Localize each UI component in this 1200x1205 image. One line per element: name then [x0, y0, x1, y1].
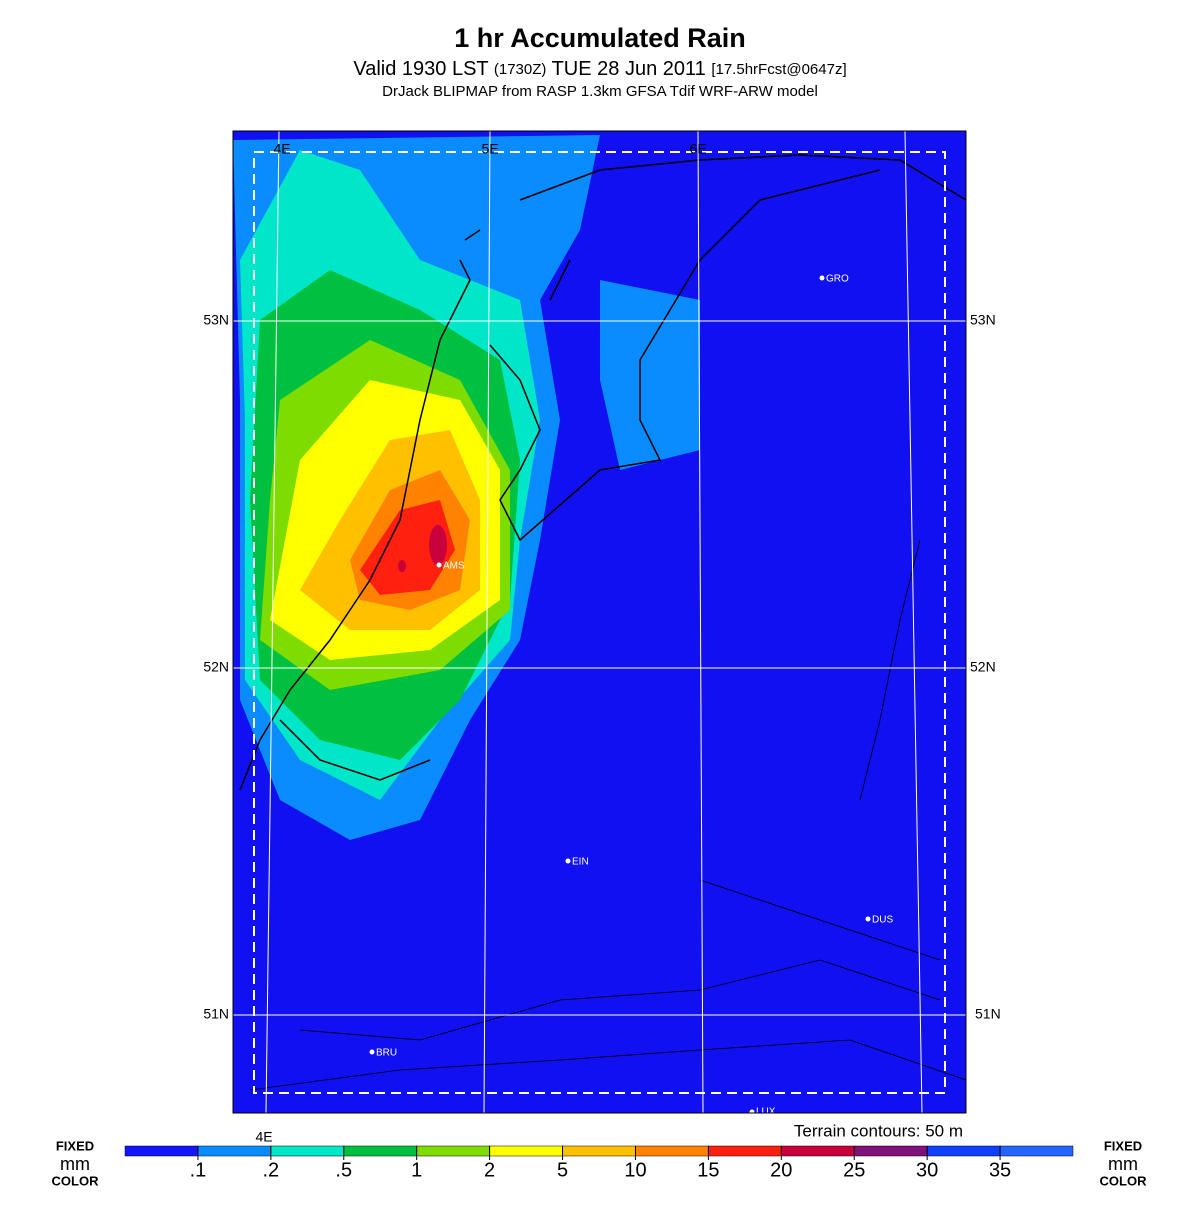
- colorbar-label: 35: [989, 1159, 1011, 1181]
- colorbar-swatch: [124, 1145, 199, 1157]
- colorbar-label: .1: [190, 1159, 207, 1181]
- colorbar-label: .5: [335, 1159, 352, 1181]
- colorbar-swatch: [781, 1145, 855, 1157]
- graticule: [233, 130, 966, 1114]
- lat-label: 53N: [970, 312, 996, 328]
- colorbar-swatch: [489, 1145, 563, 1157]
- city-label: BRU: [376, 1048, 397, 1059]
- lon-label: 6E: [689, 141, 706, 157]
- colorbar-swatch: [562, 1145, 636, 1157]
- grid-labels: 4E 5E 6E 4E 53N 52N 51N 53N 52N 51N: [203, 141, 1000, 1145]
- lon-label: 4E: [273, 141, 290, 157]
- colorbar-label: 30: [916, 1159, 938, 1181]
- colorbar-label: .2: [263, 1159, 280, 1181]
- legend-side-left: FIXED mm COLOR: [52, 1138, 100, 1188]
- colorbar-swatch: [999, 1145, 1074, 1157]
- colorbar-swatch: [853, 1145, 928, 1157]
- colorbar-swatch: [635, 1145, 709, 1157]
- lat-label: 51N: [975, 1006, 1001, 1022]
- colorbar-label: 10: [624, 1159, 646, 1181]
- side-label: FIXED: [1104, 1138, 1142, 1153]
- subtitle: Valid 1930 LST (1730Z) TUE 28 Jun 2011 […: [353, 58, 846, 80]
- lat-label: 52N: [203, 659, 229, 675]
- colorbar-swatch: [343, 1145, 417, 1157]
- lat-label: 52N: [970, 659, 996, 675]
- city-label: LUX: [756, 1107, 776, 1118]
- colorbar-label: 5: [557, 1159, 568, 1181]
- side-label: COLOR: [1100, 1173, 1148, 1188]
- lon-label: 4E: [255, 1129, 272, 1145]
- colorbar-swatch: [270, 1145, 345, 1157]
- map-frame: [232, 130, 967, 1114]
- city-label: AMS: [443, 561, 465, 572]
- title: 1 hr Accumulated Rain: [454, 23, 746, 53]
- side-label: COLOR: [52, 1173, 100, 1188]
- lat-label: 53N: [203, 312, 229, 328]
- forecast: [17.5hrFcst@0647z]: [711, 61, 846, 78]
- colorbar-swatch: [416, 1145, 490, 1157]
- valid: Valid 1930 LST: [353, 58, 488, 80]
- lat-label: 51N: [203, 1006, 229, 1022]
- colorbar-label: 25: [843, 1159, 865, 1181]
- lon-label: 5E: [481, 141, 498, 157]
- legend-side-right: FIXED mm COLOR: [1100, 1138, 1148, 1188]
- date: TUE 28 Jun 2011: [552, 58, 706, 80]
- cities: GRO AMS EIN DUS BRU LUX: [369, 274, 893, 1118]
- zulu: (1730Z): [494, 61, 547, 78]
- colorbar-label: 2: [484, 1159, 495, 1181]
- side-label: mm: [60, 1154, 90, 1174]
- colorbar-label: 1: [411, 1159, 422, 1181]
- colorbar-label: 20: [770, 1159, 792, 1181]
- colorbar: .1.2.5 1 2 5 10 15 20 25 30 35: [124, 1145, 1074, 1181]
- colorbar-label: 15: [697, 1159, 719, 1181]
- side-label: FIXED: [56, 1138, 94, 1153]
- colorbar-swatch: [197, 1145, 272, 1157]
- terrain-note: Terrain contours: 50 m: [794, 1121, 963, 1140]
- city-label: GRO: [826, 274, 849, 285]
- domain-box: [253, 151, 946, 1094]
- model: DrJack BLIPMAP from RASP 1.3km GFSA Tdif…: [382, 83, 818, 100]
- colorbar-swatch: [926, 1145, 1001, 1157]
- colorbar-swatch: [708, 1145, 782, 1157]
- terrain-contours: [249, 539, 966, 1091]
- city-label: DUS: [872, 915, 893, 926]
- coastline: [239, 154, 966, 791]
- side-label: mm: [1108, 1154, 1138, 1174]
- rain-field: [233, 135, 700, 840]
- map: 4E 5E 6E 4E 53N 52N 51N 53N 52N 51N GRO …: [203, 130, 1001, 1145]
- city-label: EIN: [572, 857, 589, 868]
